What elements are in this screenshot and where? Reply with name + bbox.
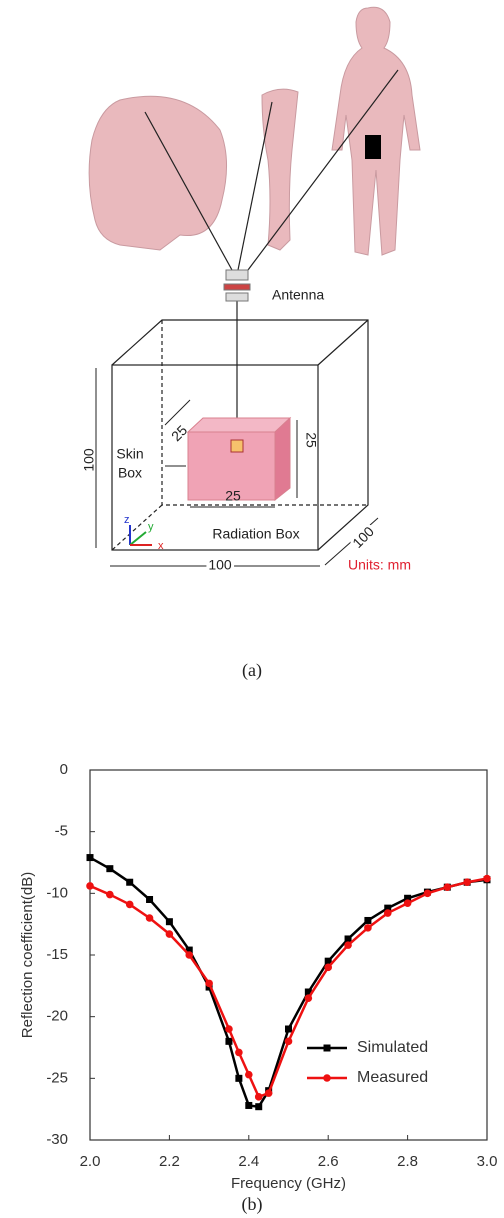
units-label: Units: mm: [348, 557, 411, 573]
marker: [304, 994, 313, 1002]
dimension-label: 25: [168, 422, 190, 444]
marker: [344, 935, 352, 943]
x-tick-label: 2.0: [80, 1153, 101, 1170]
x-tick-label: 3.0: [477, 1153, 498, 1170]
y-tick-label: -5: [55, 823, 68, 840]
marker: [323, 1044, 331, 1052]
marker: [285, 1025, 292, 1033]
skin-box-label: Box: [118, 465, 142, 481]
series-line: [89, 877, 488, 1099]
marker: [165, 918, 173, 926]
x-tick-label: 2.2: [159, 1153, 180, 1170]
x-tick-label: 2.6: [318, 1153, 339, 1170]
marker: [146, 896, 154, 903]
marker: [126, 878, 134, 886]
marker: [86, 882, 94, 890]
legend-label: Measured: [357, 1069, 428, 1086]
radiation-box: [111, 319, 369, 551]
y-tick-label: -20: [46, 1008, 68, 1025]
marker: [185, 951, 194, 959]
marker: [125, 900, 134, 909]
marker: [254, 1093, 263, 1101]
y-tick-label: -30: [46, 1131, 68, 1148]
axis-triad: [129, 525, 152, 546]
axis-letter: z: [124, 514, 130, 526]
caption: (a): [242, 660, 262, 681]
marker: [245, 1101, 253, 1109]
marker: [344, 941, 352, 949]
marker: [235, 1048, 243, 1057]
marker: [404, 894, 412, 902]
y-tick-label: -25: [46, 1069, 68, 1086]
dimension-label: 100: [208, 557, 232, 573]
x-axis-label: Frequency (GHz): [231, 1175, 346, 1192]
marker: [284, 1037, 293, 1046]
marker: [324, 963, 333, 972]
dimension-label: 100: [81, 448, 97, 472]
marker: [106, 865, 114, 873]
marker: [225, 1037, 233, 1045]
y-tick-label: -15: [46, 946, 68, 963]
caption: (b): [242, 1194, 263, 1215]
axis-letter: y: [148, 521, 154, 533]
antenna-icon: [223, 269, 251, 302]
marker: [225, 1025, 233, 1033]
skin-box: [186, 416, 292, 502]
x-tick-label: 2.4: [238, 1153, 259, 1170]
y-tick-label: 0: [60, 761, 68, 778]
dimension-lines: [95, 368, 379, 567]
marker: [145, 914, 154, 922]
human-models: [88, 6, 421, 256]
marker: [205, 979, 213, 988]
dimension-label: 25: [303, 432, 319, 448]
marker: [323, 1074, 331, 1082]
dimension-label: 25: [225, 488, 241, 504]
marker: [255, 1103, 263, 1111]
radiation-box-label: Radiation Box: [212, 526, 299, 542]
marker: [165, 930, 174, 938]
marker: [324, 957, 332, 965]
marker: [304, 988, 312, 996]
plot-frame: [89, 769, 488, 1141]
y-tick-label: -10: [46, 884, 68, 901]
marker: [403, 899, 412, 907]
legend-label: Simulated: [357, 1039, 428, 1056]
marker: [245, 1070, 253, 1079]
marker: [443, 883, 452, 891]
arrows: [144, 69, 399, 430]
marker: [423, 889, 432, 898]
marker: [86, 854, 94, 862]
marker: [463, 878, 471, 887]
marker: [264, 1089, 273, 1097]
skin-box-label: Skin: [116, 446, 143, 462]
marker: [364, 924, 372, 932]
x-tick-label: 2.8: [397, 1153, 418, 1170]
marker: [106, 890, 114, 899]
marker: [483, 874, 491, 883]
marker: [364, 916, 372, 924]
dimension-label: 100: [349, 523, 377, 551]
marker: [235, 1074, 243, 1082]
axis-letter: x: [158, 540, 164, 552]
marker: [384, 904, 392, 912]
marker: [383, 909, 392, 917]
y-axis-label: Reflection coefficient(dB): [19, 872, 36, 1038]
marker: [185, 946, 193, 954]
antenna-label: Antenna: [272, 287, 324, 303]
